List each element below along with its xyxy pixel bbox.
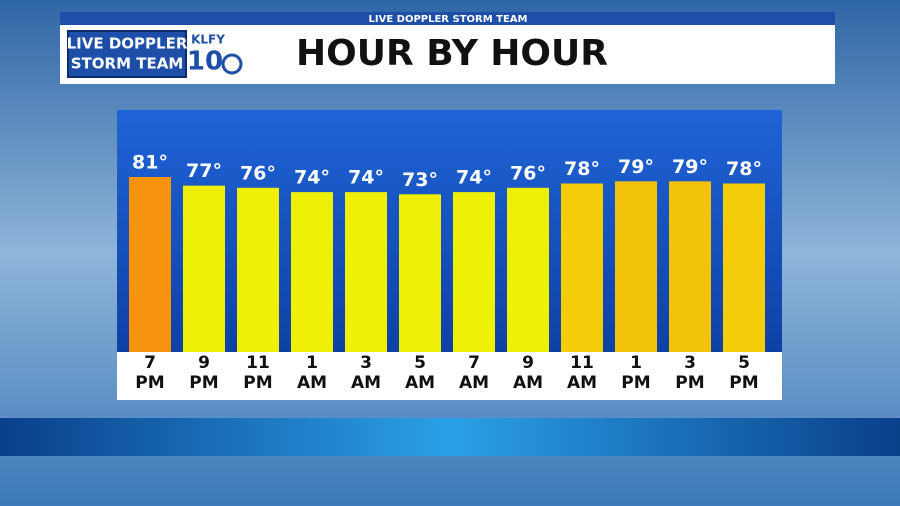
value-label: 74°: [294, 167, 330, 189]
x-tick-label: 7 PM: [135, 353, 165, 393]
bar: [561, 183, 603, 352]
value-label: 81°: [132, 152, 168, 174]
value-label: 77°: [186, 160, 222, 182]
value-label: 79°: [618, 156, 654, 178]
bar: [453, 192, 495, 352]
x-tick-label: 1 AM: [296, 353, 328, 393]
bar: [723, 183, 765, 352]
value-label: 73°: [402, 169, 438, 191]
x-tick-label: 3 AM: [350, 353, 382, 393]
bar: [345, 192, 387, 352]
bar: [183, 185, 225, 352]
x-tick-label: 1 PM: [621, 353, 651, 393]
x-tick-label: 5 PM: [729, 353, 759, 393]
x-tick-label: 5 AM: [404, 353, 436, 393]
label-strip: [117, 352, 782, 400]
x-tick-label: 7 AM: [458, 353, 490, 393]
value-label: 78°: [726, 158, 762, 180]
value-label: 79°: [672, 156, 708, 178]
chart-title: HOUR BY HOUR: [296, 33, 608, 74]
value-label: 74°: [456, 167, 492, 189]
logo-box: [67, 30, 187, 78]
station-name: KLFY: [191, 33, 225, 47]
logo-line2: STORM TEAM: [71, 55, 184, 73]
bar: [291, 192, 333, 352]
bar: [507, 187, 549, 352]
x-tick-label: 9 AM: [512, 353, 544, 393]
x-tick-label: 11 PM: [243, 353, 273, 393]
value-label: 76°: [510, 162, 546, 184]
strap-text: LIVE DOPPLER STORM TEAM: [369, 14, 528, 25]
bar: [615, 181, 657, 352]
bar: [399, 194, 441, 352]
value-label: 76°: [240, 162, 276, 184]
bottom-band: [0, 418, 900, 456]
logo-line1: LIVE DOPPLER: [67, 35, 188, 53]
x-tick-label: 9 PM: [189, 353, 219, 393]
bar: [669, 181, 711, 352]
channel-number: 10: [187, 47, 223, 77]
x-tick-label: 3 PM: [675, 353, 705, 393]
network-eye: [221, 53, 243, 75]
value-label: 78°: [564, 158, 600, 180]
value-label: 74°: [348, 167, 384, 189]
strap-bar: [60, 12, 835, 25]
x-tick-label: 11 AM: [566, 353, 598, 393]
bar: [129, 177, 171, 352]
bar: [237, 187, 279, 352]
